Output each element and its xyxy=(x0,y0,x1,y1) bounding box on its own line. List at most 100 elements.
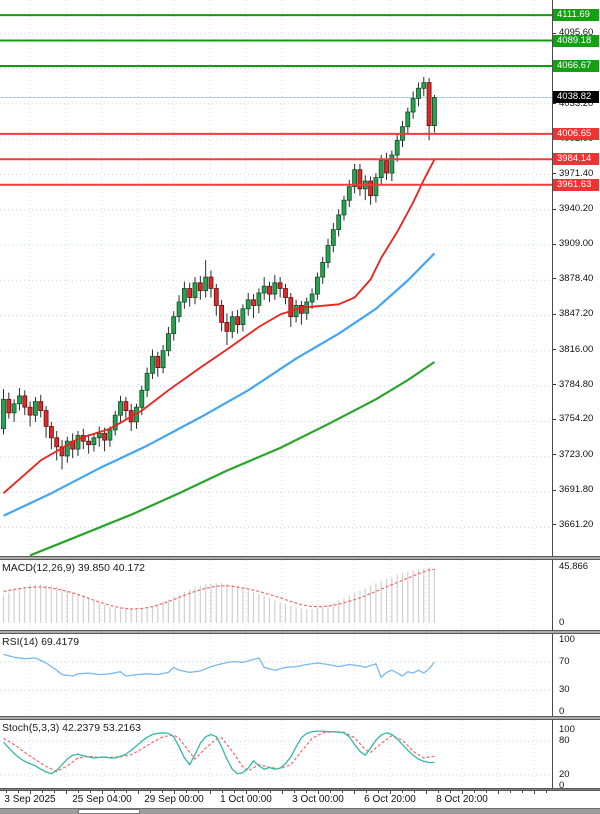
macd-panel[interactable]: MACD(12,26,9) 39.850 40.172 45.866 0 xyxy=(0,560,600,630)
time-tick-mark xyxy=(222,791,223,793)
time-tick-mark xyxy=(330,791,331,793)
time-axis-separator xyxy=(0,788,600,791)
bullish-candle xyxy=(118,401,123,416)
bearish-candle xyxy=(235,316,241,326)
time-tick-mark xyxy=(342,791,343,793)
macd-chart-surface[interactable] xyxy=(0,560,552,630)
time-tick-mark xyxy=(102,791,103,794)
price-tick-label: 3940.20 xyxy=(559,203,594,215)
bullish-candle xyxy=(64,440,70,457)
bearish-candle xyxy=(123,401,129,412)
bullish-candle xyxy=(144,372,150,391)
bullish-candle xyxy=(165,333,171,352)
current-price-badge: 4038.82 xyxy=(553,91,599,104)
bullish-candle xyxy=(203,276,209,292)
price-chart-panel[interactable]: 4126.804095.604033.204002.003971.403940.… xyxy=(0,0,600,556)
price-tick-label: 3661.20 xyxy=(559,518,594,530)
resistance-price-badge[interactable]: 4089.18 xyxy=(553,34,599,47)
resistance-price-badge[interactable]: 4066.67 xyxy=(553,59,599,72)
bullish-candle xyxy=(181,288,187,303)
bullish-candle xyxy=(11,403,17,414)
time-tick-mark xyxy=(186,791,187,793)
price-axis[interactable]: 4126.804095.604033.204002.003971.403940.… xyxy=(552,0,600,556)
time-tick-mark xyxy=(474,791,475,793)
stochastic-label: Stoch(5,3,3) 42.2379 53.2163 xyxy=(2,722,141,734)
bullish-candle xyxy=(17,395,22,405)
candlestick-chart-surface[interactable] xyxy=(0,0,552,556)
stochastic-scale-label: 100 xyxy=(559,724,575,735)
slow-ma-line xyxy=(29,361,436,556)
panel-separator[interactable] xyxy=(0,716,600,720)
bullish-candle xyxy=(389,154,395,174)
bearish-candle xyxy=(426,82,432,126)
bullish-candle xyxy=(431,97,437,127)
bearish-candle xyxy=(6,398,12,414)
bearish-candle xyxy=(251,299,256,306)
time-tick-mark xyxy=(486,791,487,793)
rsi-scale-label: 100 xyxy=(559,634,575,645)
support-price-badge[interactable]: 4006.65 xyxy=(553,127,599,140)
time-axis[interactable]: 3 Sep 2025 25 Sep 04:00 29 Sep 00:00 1 Oct … xyxy=(0,791,600,808)
bearish-candle xyxy=(368,180,374,197)
time-tick-mark xyxy=(138,791,139,794)
time-tick-mark xyxy=(18,791,19,793)
price-tick-mark xyxy=(553,208,556,210)
stochastic-d-line xyxy=(3,731,435,773)
bearish-candle xyxy=(187,288,193,298)
bullish-candle xyxy=(112,414,118,431)
panel-separator[interactable] xyxy=(0,630,600,634)
resistance-price-badge[interactable]: 4111.69 xyxy=(553,9,599,22)
time-tick-mark xyxy=(174,791,175,794)
macd-label: MACD(12,26,9) 39.850 40.172 xyxy=(2,562,146,574)
time-tick-mark xyxy=(126,791,127,793)
bearish-candle xyxy=(27,406,33,416)
bullish-candle xyxy=(330,229,336,246)
bullish-candle xyxy=(192,282,198,298)
rsi-scale-label: 0 xyxy=(559,706,565,717)
rsi-panel[interactable]: RSI(14) 69.4179 100 70 30 0 xyxy=(0,634,600,717)
time-tick-mark xyxy=(234,791,235,793)
time-tick-mark xyxy=(462,791,463,794)
bearish-candle xyxy=(22,395,28,408)
time-tick-mark xyxy=(510,791,511,793)
stochastic-panel[interactable]: Stoch(5,3,3) 42.2379 53.2163 100 80 20 0 xyxy=(0,720,600,791)
time-tick-mark xyxy=(366,791,367,793)
horizontal-scrollbar[interactable] xyxy=(0,808,600,814)
panel-separator[interactable] xyxy=(0,556,600,560)
bullish-candle xyxy=(293,304,299,318)
support-price-badge[interactable]: 3984.14 xyxy=(553,153,599,166)
bullish-candle xyxy=(261,285,267,294)
bullish-candle xyxy=(229,316,235,332)
time-tick-mark xyxy=(54,791,55,793)
bearish-candle xyxy=(267,285,272,295)
price-tick-label: 3971.40 xyxy=(559,167,594,179)
time-axis-label: 29 Sep 00:00 xyxy=(144,794,204,805)
bearish-candle xyxy=(155,355,161,368)
bullish-candle xyxy=(320,261,326,278)
price-tick-label: 3754.20 xyxy=(559,413,594,425)
bullish-candle xyxy=(421,82,427,89)
price-tick-label: 3816.00 xyxy=(559,343,594,355)
rsi-axis: 100 70 30 0 xyxy=(552,634,600,717)
time-tick-mark xyxy=(198,791,199,793)
rsi-chart-surface[interactable] xyxy=(0,634,552,716)
support-price-badge[interactable]: 3961.63 xyxy=(553,178,599,191)
stochastic-k-line xyxy=(3,730,435,775)
time-tick-mark xyxy=(90,791,91,793)
time-tick-mark xyxy=(294,791,295,793)
macd-axis: 45.866 0 xyxy=(552,560,600,630)
price-tick-mark xyxy=(553,243,556,245)
bearish-candle xyxy=(384,160,389,174)
time-tick-mark xyxy=(390,791,391,794)
bearish-candle xyxy=(49,426,54,439)
macd-scale-label: 45.866 xyxy=(559,561,589,572)
stochastic-chart-surface[interactable] xyxy=(0,720,552,788)
bullish-candle xyxy=(160,350,166,369)
bearish-candle xyxy=(38,401,44,412)
bullish-candle xyxy=(75,435,81,450)
time-tick-mark xyxy=(66,791,67,794)
scrollbar-thumb[interactable] xyxy=(78,809,140,814)
stochastic-scale-label: 80 xyxy=(559,735,570,747)
bullish-candle xyxy=(176,301,182,318)
